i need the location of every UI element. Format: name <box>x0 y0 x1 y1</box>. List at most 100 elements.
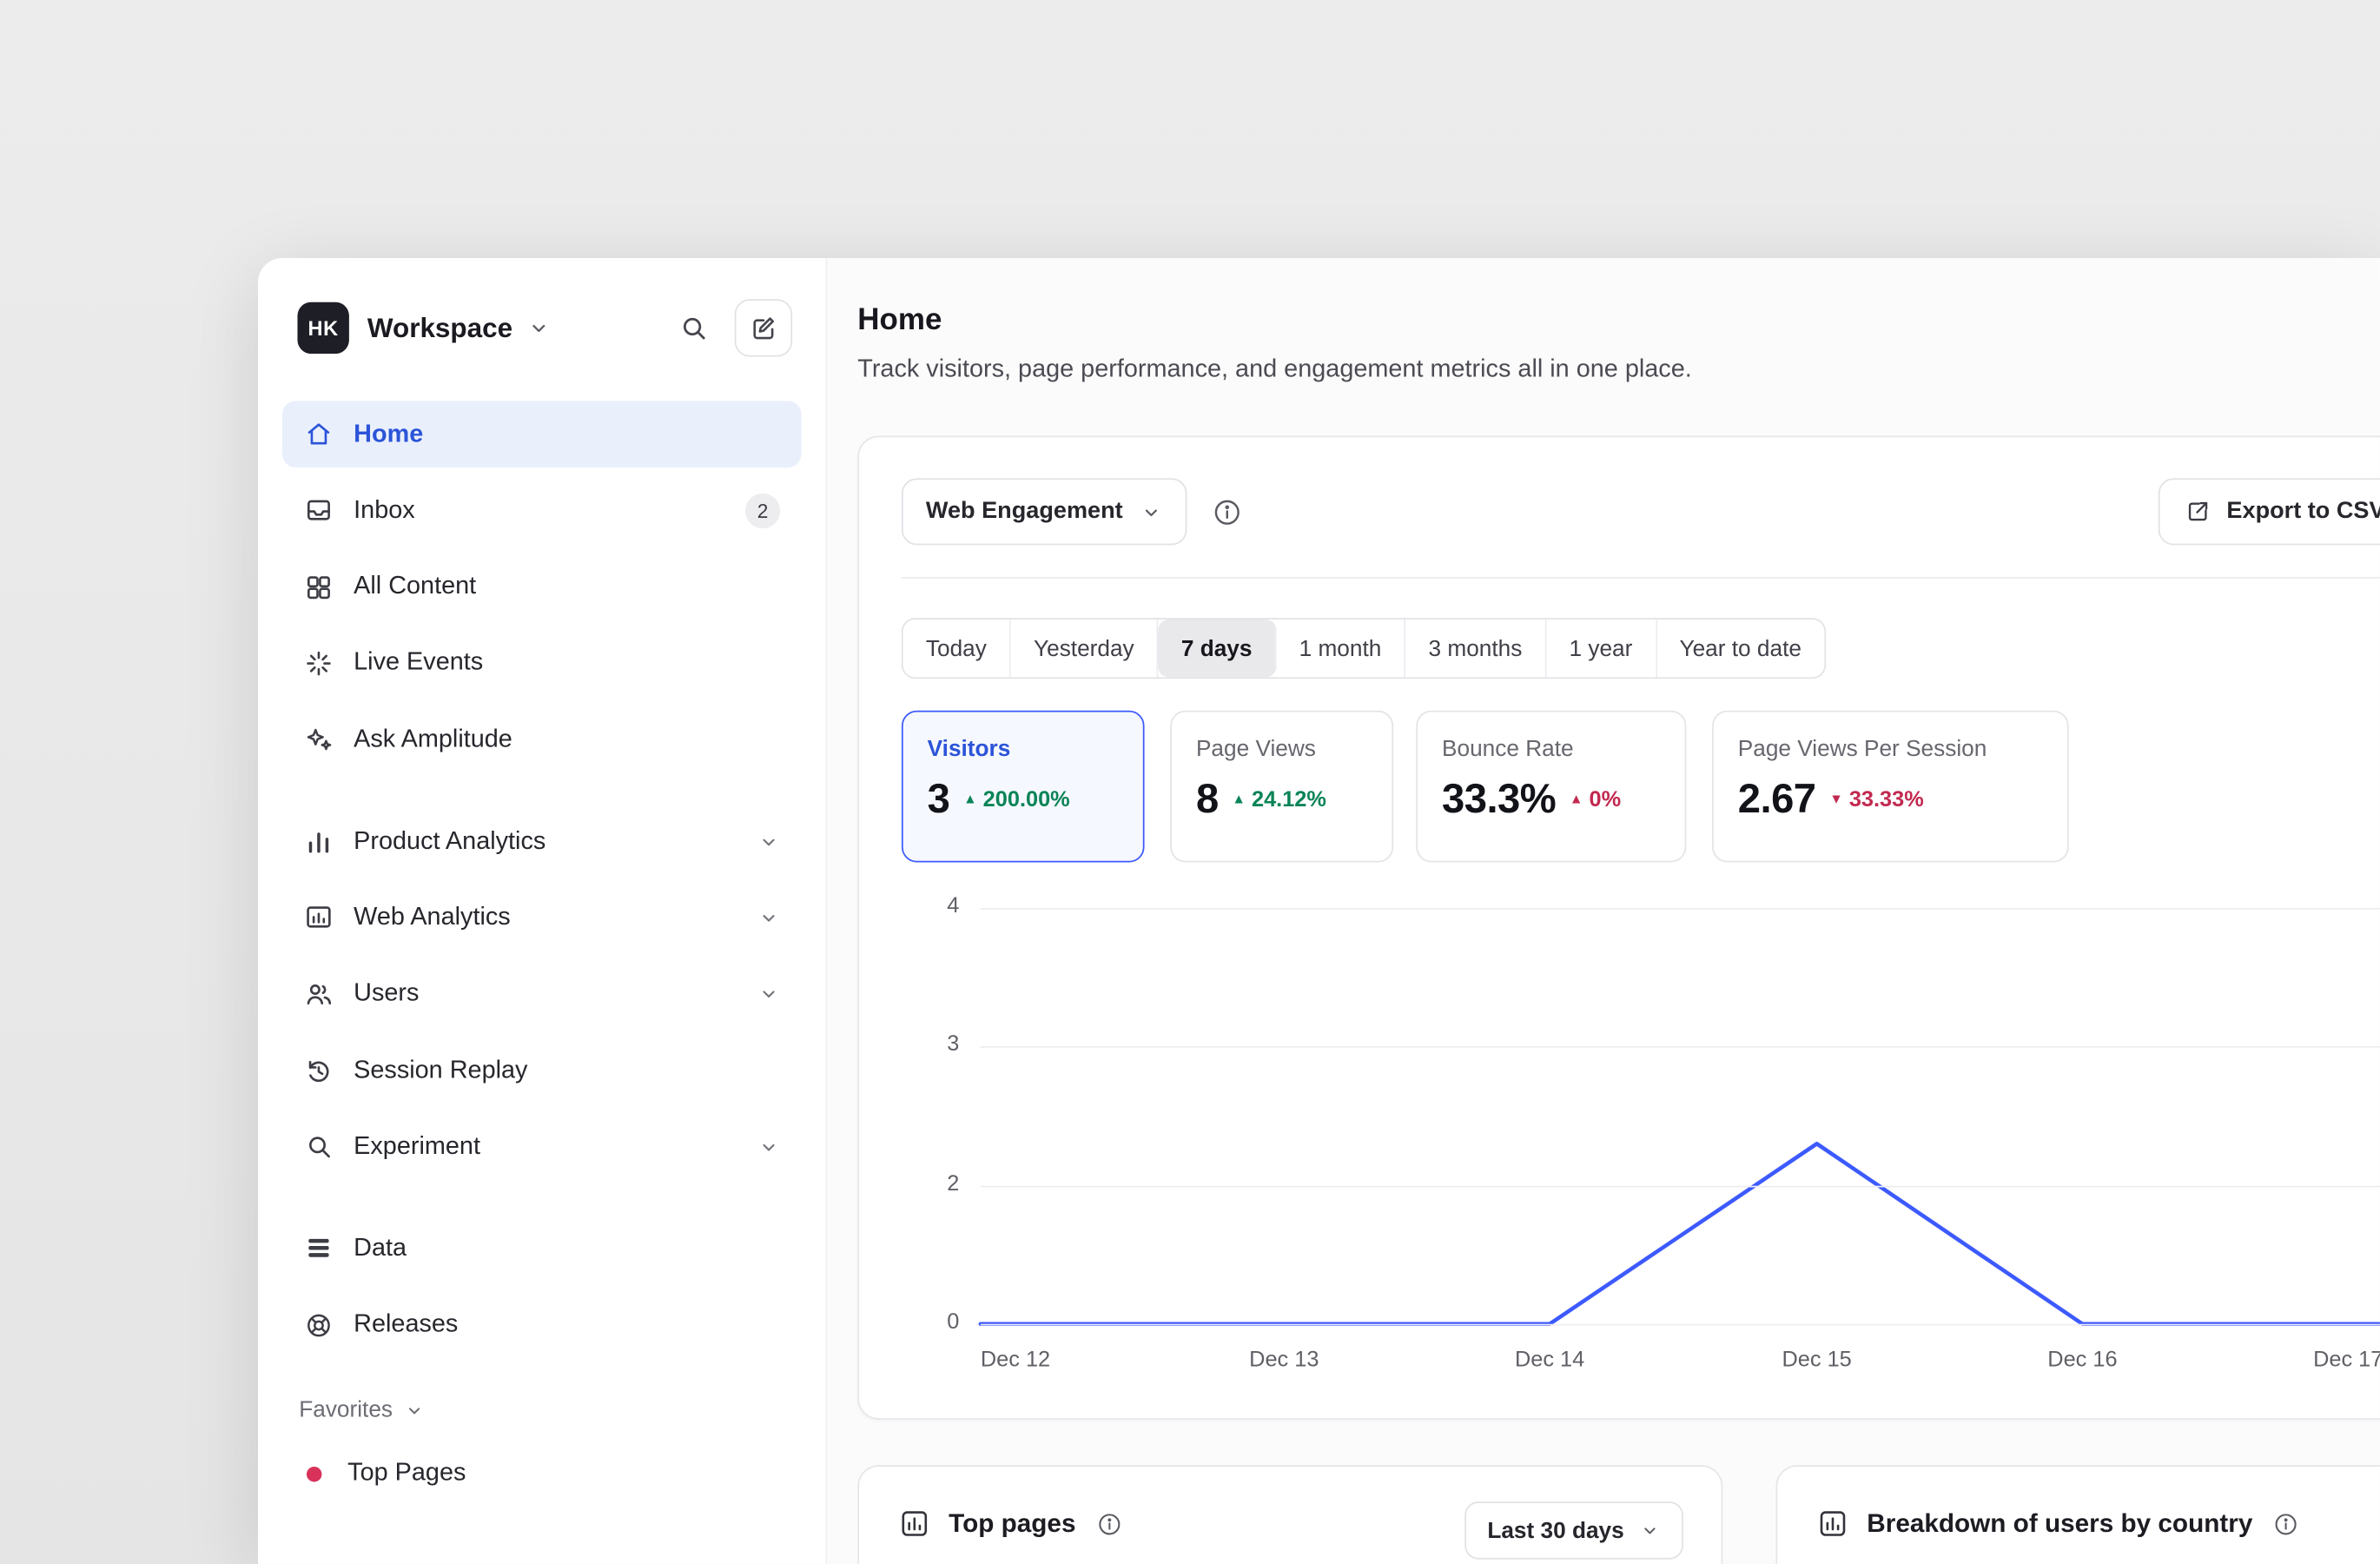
favorites-header[interactable]: Favorites <box>282 1380 802 1441</box>
delta-arrow-icon <box>1570 792 1583 806</box>
x-tick-label: Dec 17 <box>2313 1349 2380 1373</box>
metric-value: 2.67 <box>1738 776 1816 823</box>
country-breakdown-card: Breakdown of users by country <box>1775 1465 2379 1564</box>
favorite-item-label: Top Pages <box>347 1460 466 1488</box>
chart-x-axis: Dec 12 Dec 13 Dec 14 Dec 15 Dec 16 Dec 17 <box>981 1349 2380 1379</box>
sidebar-item-label: Data <box>354 1234 407 1262</box>
range-tab-yesterday[interactable]: Yesterday <box>1011 620 1159 677</box>
inbox-icon <box>303 495 334 526</box>
export-csv-label: Export to CSV <box>2226 498 2379 525</box>
top-pages-range-label: Last 30 days <box>1487 1518 1623 1544</box>
app-window: HK Workspace <box>258 258 2380 1564</box>
chevron-down-icon <box>757 983 780 1005</box>
delta-arrow-icon <box>963 792 977 806</box>
metric-value: 3 <box>928 776 950 823</box>
chevron-down-icon <box>403 1400 424 1421</box>
range-tab-7-days[interactable]: 7 days <box>1159 620 1277 677</box>
sidebar: HK Workspace <box>258 258 827 1564</box>
mini-bar-chart-icon <box>1817 1508 1849 1540</box>
metric-card-page-views-per-session[interactable]: Page Views Per Session 2.67 33.33% <box>1712 711 2069 863</box>
favorite-item-top-pages[interactable]: Top Pages <box>282 1441 802 1508</box>
sidebar-item-label: Live Events <box>354 649 483 678</box>
visitors-line-chart <box>981 908 2380 1324</box>
sidebar-item-label: Users <box>354 980 419 1009</box>
metric-label: Page Views Per Session <box>1738 736 2043 762</box>
metric-set-dropdown[interactable]: Web Engagement <box>902 478 1187 545</box>
workspace-avatar: HK <box>297 302 348 354</box>
compose-icon <box>748 313 778 343</box>
search-button[interactable] <box>664 299 722 356</box>
chevron-down-icon <box>526 315 551 340</box>
country-breakdown-title: Breakdown of users by country <box>1867 1508 2252 1539</box>
inbox-badge: 2 <box>745 494 780 528</box>
browser-chart-icon <box>303 903 334 933</box>
experiment-icon <box>303 1131 334 1162</box>
info-button[interactable] <box>1211 496 1243 528</box>
sidebar-nav: Home Inbox 2 All Content <box>282 401 802 1516</box>
x-tick-label: Dec 16 <box>2047 1349 2117 1373</box>
metric-label: Bounce Rate <box>1442 736 1661 762</box>
sidebar-item-inbox[interactable]: Inbox 2 <box>282 477 802 544</box>
sidebar-item-experiment[interactable]: Experiment <box>282 1113 802 1180</box>
sidebar-item-label: All Content <box>354 573 476 601</box>
info-icon[interactable] <box>1095 1510 1122 1537</box>
sidebar-item-label: Home <box>354 420 423 448</box>
page-subtitle: Track visitors, page performance, and en… <box>857 355 1691 384</box>
workspace-switcher[interactable]: HK Workspace <box>297 302 550 354</box>
sidebar-item-label: Session Replay <box>354 1056 527 1084</box>
x-tick-label: Dec 12 <box>981 1349 1050 1373</box>
info-icon <box>1211 496 1243 528</box>
users-icon <box>303 979 334 1010</box>
metric-label: Visitors <box>928 736 1119 762</box>
sidebar-item-ask-amplitude[interactable]: Ask Amplitude <box>282 706 802 773</box>
metric-delta: 0% <box>1570 787 1621 812</box>
chevron-down-icon <box>757 1136 780 1158</box>
delta-arrow-icon <box>1232 792 1246 806</box>
x-tick-label: Dec 14 <box>1515 1349 1584 1373</box>
compose-button[interactable] <box>735 299 792 356</box>
y-tick-label: 4 <box>947 894 959 918</box>
export-csv-button[interactable]: Export to CSV <box>2159 478 2380 545</box>
sidebar-item-label: Inbox <box>354 496 415 525</box>
sidebar-item-all-content[interactable]: All Content <box>282 553 802 620</box>
sidebar-item-label: Product Analytics <box>354 827 545 856</box>
metric-set-dropdown-label: Web Engagement <box>926 498 1123 525</box>
metric-card-visitors[interactable]: Visitors 3 200.00% <box>902 711 1145 863</box>
x-tick-label: Dec 13 <box>1249 1349 1319 1373</box>
metric-card-bounce-rate[interactable]: Bounce Rate 33.3% 0% <box>1416 711 1686 863</box>
chevron-down-icon <box>1140 500 1162 523</box>
sidebar-item-label: Releases <box>354 1310 458 1339</box>
range-tab-today[interactable]: Today <box>903 620 1011 677</box>
top-pages-range-dropdown[interactable]: Last 30 days <box>1464 1501 1683 1559</box>
y-tick-label: 3 <box>947 1033 959 1057</box>
sidebar-item-home[interactable]: Home <box>282 401 802 467</box>
home-icon <box>303 419 334 449</box>
metric-value: 33.3% <box>1442 776 1556 823</box>
metric-card-page-views[interactable]: Page Views 8 24.12% <box>1170 711 1393 863</box>
sidebar-item-label: Ask Amplitude <box>354 726 512 754</box>
gridline <box>981 1047 2380 1049</box>
range-tab-1-month[interactable]: 1 month <box>1276 620 1405 677</box>
burst-icon <box>303 648 334 679</box>
workspace-name: Workspace <box>367 312 512 344</box>
range-tab-3-months[interactable]: 3 months <box>1405 620 1546 677</box>
grid-icon <box>303 572 334 602</box>
web-engagement-card: Web Engagement Export to CSV <box>857 436 2380 1420</box>
favorites-label: Favorites <box>299 1397 393 1423</box>
range-tab-year-to-date[interactable]: Year to date <box>1656 620 1824 677</box>
sidebar-item-live-events[interactable]: Live Events <box>282 630 802 697</box>
sidebar-item-data[interactable]: Data <box>282 1216 802 1282</box>
sidebar-item-label: Web Analytics <box>354 904 511 932</box>
date-range-tabs: Today Yesterday 7 days 1 month 3 months … <box>902 618 1826 679</box>
sidebar-item-users[interactable]: Users <box>282 961 802 1028</box>
sidebar-item-session-replay[interactable]: Session Replay <box>282 1037 802 1104</box>
sidebar-item-web-analytics[interactable]: Web Analytics <box>282 885 802 951</box>
divider <box>902 577 2380 579</box>
sidebar-item-product-analytics[interactable]: Product Analytics <box>282 808 802 875</box>
info-icon[interactable] <box>2272 1510 2299 1537</box>
desktop: HK Workspace <box>0 0 2380 1564</box>
data-icon <box>303 1234 334 1264</box>
x-tick-label: Dec 15 <box>1782 1349 1851 1373</box>
range-tab-1-year[interactable]: 1 year <box>1546 620 1656 677</box>
sidebar-item-releases[interactable]: Releases <box>282 1291 802 1358</box>
